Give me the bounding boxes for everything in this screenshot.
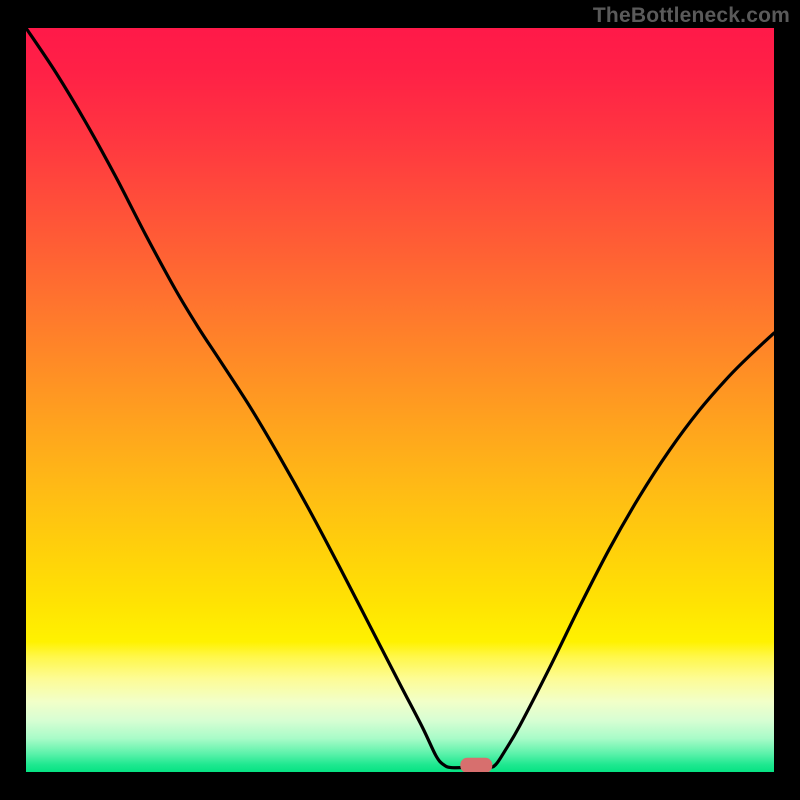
plot-background: [26, 28, 774, 772]
plot-svg: [26, 28, 774, 772]
watermark-label: TheBottleneck.com: [593, 4, 790, 28]
plot-area: [26, 28, 774, 772]
chart-frame: TheBottleneck.com: [0, 0, 800, 800]
optimum-marker: [460, 758, 492, 772]
